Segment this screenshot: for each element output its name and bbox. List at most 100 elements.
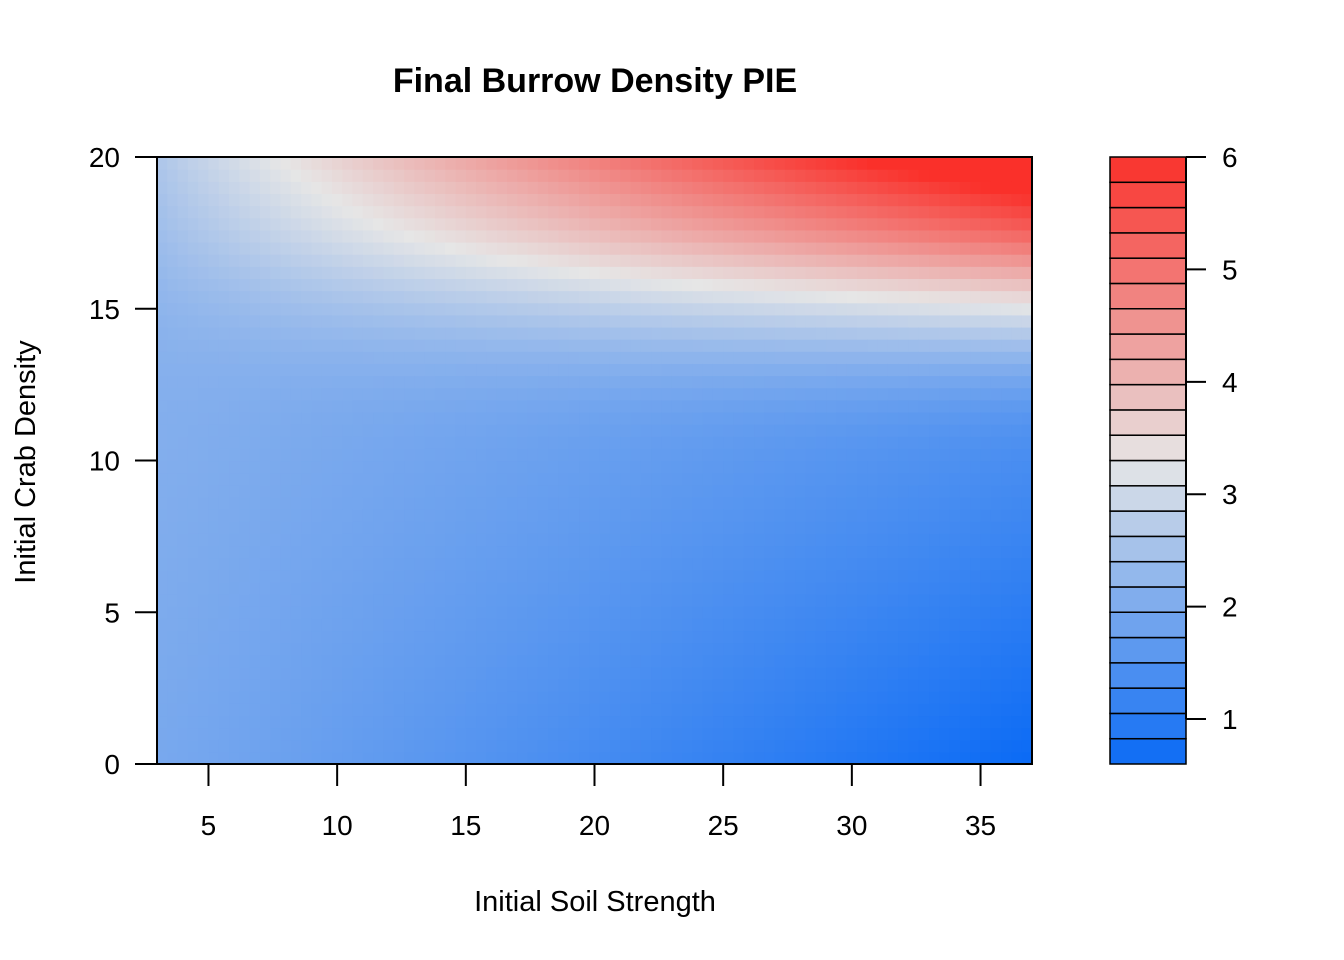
heatmap-cell bbox=[455, 630, 467, 644]
heatmap-cell bbox=[1001, 484, 1013, 498]
heatmap-cell bbox=[455, 387, 467, 401]
heatmap-cell bbox=[342, 666, 354, 680]
heatmap-cell bbox=[857, 533, 868, 547]
heatmap-cell bbox=[568, 666, 580, 680]
heatmap-cell bbox=[404, 387, 415, 401]
heatmap-cell bbox=[774, 193, 786, 207]
heatmap-cell bbox=[424, 399, 436, 413]
heatmap-cell bbox=[918, 691, 930, 704]
heatmap-cell bbox=[486, 229, 498, 243]
heatmap-cell bbox=[990, 642, 1002, 656]
heatmap-cell bbox=[414, 739, 426, 753]
heatmap-cell bbox=[795, 630, 807, 644]
heatmap-cell bbox=[414, 217, 426, 231]
heatmap-cell bbox=[609, 691, 621, 704]
heatmap-cell bbox=[517, 326, 529, 340]
heatmap-cell bbox=[465, 472, 477, 486]
heatmap-cell bbox=[208, 157, 220, 170]
heatmap-cell bbox=[537, 229, 549, 243]
heatmap-cell bbox=[887, 302, 899, 316]
heatmap-cell bbox=[476, 630, 488, 644]
heatmap-cell bbox=[342, 326, 354, 340]
heatmap-cell bbox=[609, 448, 621, 462]
heatmap-cell bbox=[949, 375, 961, 389]
heatmap-cell bbox=[496, 399, 508, 413]
heatmap-cell bbox=[661, 290, 673, 304]
heatmap-cell bbox=[496, 229, 508, 243]
heatmap-cell bbox=[558, 569, 570, 583]
heatmap-cell bbox=[671, 205, 683, 219]
heatmap-cell bbox=[496, 509, 508, 522]
heatmap-cell bbox=[301, 205, 313, 219]
heatmap-cell bbox=[857, 241, 868, 255]
heatmap-cell bbox=[465, 509, 477, 522]
heatmap-cell bbox=[342, 448, 354, 462]
heatmap-cell bbox=[229, 703, 240, 717]
heatmap-cell bbox=[599, 169, 611, 182]
heatmap-cell bbox=[342, 314, 354, 328]
heatmap-cell bbox=[455, 326, 467, 340]
heatmap-cell bbox=[280, 739, 292, 753]
heatmap-cell bbox=[599, 642, 611, 656]
heatmap-cell bbox=[712, 399, 724, 413]
heatmap-cell bbox=[640, 679, 652, 692]
heatmap-cell bbox=[589, 630, 601, 644]
heatmap-cell bbox=[609, 569, 621, 583]
heatmap-cell bbox=[815, 314, 827, 328]
heatmap-cell bbox=[414, 715, 426, 729]
heatmap-cell bbox=[723, 654, 735, 668]
heatmap-cell bbox=[805, 666, 817, 680]
heatmap-cell bbox=[527, 411, 539, 425]
heatmap-cell bbox=[352, 727, 364, 741]
heatmap-cell bbox=[249, 181, 261, 195]
heatmap-cell bbox=[280, 569, 292, 583]
heatmap-cell bbox=[692, 229, 704, 243]
heatmap-cell bbox=[805, 642, 817, 656]
heatmap-cell bbox=[733, 217, 745, 231]
heatmap-cell bbox=[537, 387, 549, 401]
heatmap-cell bbox=[589, 241, 601, 255]
heatmap-cell bbox=[671, 387, 683, 401]
heatmap-cell bbox=[393, 630, 405, 644]
heatmap-cell bbox=[1011, 411, 1023, 425]
heatmap-cell bbox=[620, 424, 632, 437]
heatmap-cell bbox=[249, 496, 261, 510]
heatmap-cell bbox=[1011, 302, 1023, 316]
heatmap-cell bbox=[301, 181, 313, 195]
heatmap-cell bbox=[630, 594, 642, 607]
heatmap-cell bbox=[805, 739, 817, 753]
heatmap-cell bbox=[198, 181, 210, 195]
heatmap-cell bbox=[743, 181, 755, 195]
heatmap-cell bbox=[929, 181, 940, 195]
heatmap-cell bbox=[846, 472, 858, 486]
heatmap-cell bbox=[187, 606, 199, 619]
heatmap-cell bbox=[939, 557, 951, 571]
heatmap-cell bbox=[929, 363, 940, 377]
heatmap-cell bbox=[980, 193, 992, 207]
heatmap-cell bbox=[558, 424, 570, 437]
heatmap-cell bbox=[208, 448, 220, 462]
heatmap-cell bbox=[970, 630, 982, 644]
heatmap-cell bbox=[692, 157, 704, 170]
heatmap-cell bbox=[1011, 654, 1023, 668]
heatmap-cell bbox=[1001, 229, 1013, 243]
heatmap-cell bbox=[898, 205, 910, 219]
heatmap-cell bbox=[527, 399, 539, 413]
heatmap-cell bbox=[311, 229, 323, 243]
heatmap-cell bbox=[1011, 424, 1023, 437]
heatmap-cell bbox=[723, 290, 735, 304]
heatmap-cell bbox=[723, 217, 735, 231]
heatmap-cell bbox=[918, 411, 930, 425]
heatmap-cell bbox=[486, 290, 498, 304]
heatmap-cell bbox=[826, 339, 838, 352]
heatmap-cell bbox=[527, 363, 539, 377]
heatmap-cell bbox=[620, 448, 632, 462]
heatmap-cell bbox=[507, 448, 518, 462]
heatmap-cell bbox=[887, 691, 899, 704]
heatmap-cell bbox=[620, 727, 632, 741]
heatmap-cell bbox=[476, 193, 488, 207]
heatmap-cell bbox=[1011, 339, 1023, 352]
heatmap-cell bbox=[805, 302, 817, 316]
heatmap-cell bbox=[774, 436, 786, 449]
heatmap-cell bbox=[599, 411, 611, 425]
